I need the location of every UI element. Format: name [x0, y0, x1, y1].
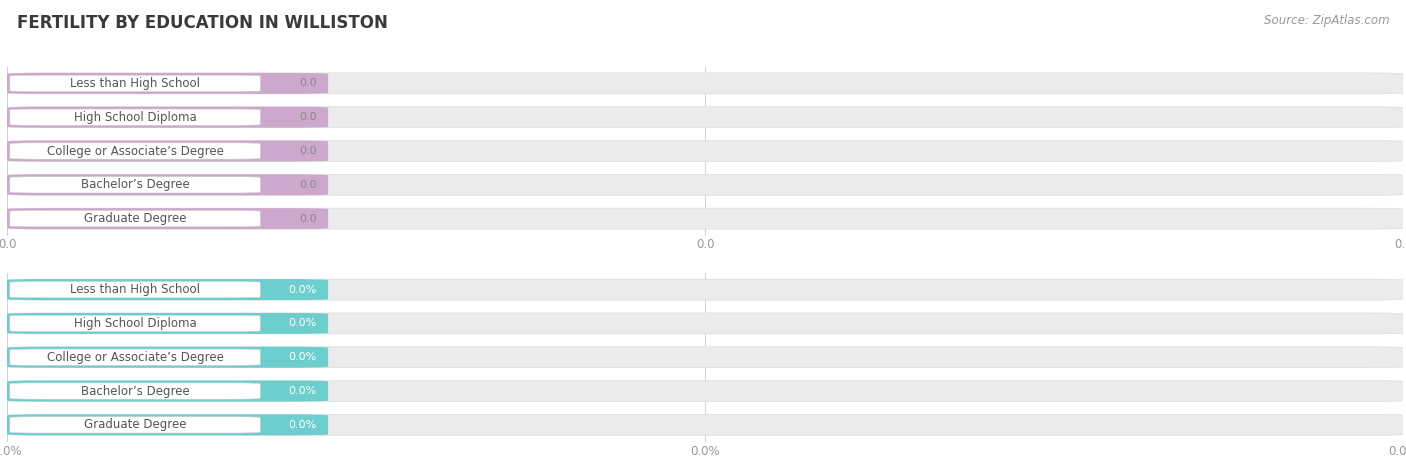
FancyBboxPatch shape	[7, 141, 328, 162]
FancyBboxPatch shape	[10, 417, 260, 433]
Text: Graduate Degree: Graduate Degree	[84, 418, 187, 431]
Text: Less than High School: Less than High School	[70, 77, 200, 90]
FancyBboxPatch shape	[10, 143, 260, 159]
FancyBboxPatch shape	[7, 347, 1403, 368]
Text: High School Diploma: High School Diploma	[73, 317, 197, 330]
Text: Source: ZipAtlas.com: Source: ZipAtlas.com	[1264, 14, 1389, 27]
FancyBboxPatch shape	[7, 107, 1403, 128]
FancyBboxPatch shape	[7, 107, 328, 128]
Text: 0.0: 0.0	[299, 112, 316, 122]
FancyBboxPatch shape	[7, 414, 328, 435]
Text: High School Diploma: High School Diploma	[73, 111, 197, 124]
Text: Less than High School: Less than High School	[70, 283, 200, 296]
Text: 0.0%: 0.0%	[288, 285, 316, 294]
FancyBboxPatch shape	[10, 383, 260, 399]
Text: Bachelor’s Degree: Bachelor’s Degree	[80, 385, 190, 398]
Text: Graduate Degree: Graduate Degree	[84, 212, 187, 225]
Text: College or Associate’s Degree: College or Associate’s Degree	[46, 144, 224, 158]
FancyBboxPatch shape	[10, 349, 260, 365]
Text: FERTILITY BY EDUCATION IN WILLISTON: FERTILITY BY EDUCATION IN WILLISTON	[17, 14, 388, 32]
Text: 0.0%: 0.0%	[288, 386, 316, 396]
Text: 0.0%: 0.0%	[288, 352, 316, 362]
Text: College or Associate’s Degree: College or Associate’s Degree	[46, 351, 224, 364]
FancyBboxPatch shape	[10, 109, 260, 125]
FancyBboxPatch shape	[7, 73, 328, 94]
FancyBboxPatch shape	[7, 279, 328, 300]
Text: 0.0: 0.0	[299, 214, 316, 224]
FancyBboxPatch shape	[7, 208, 328, 229]
FancyBboxPatch shape	[7, 174, 1403, 195]
FancyBboxPatch shape	[7, 414, 1403, 435]
FancyBboxPatch shape	[7, 347, 328, 368]
FancyBboxPatch shape	[10, 177, 260, 193]
FancyBboxPatch shape	[10, 315, 260, 332]
FancyBboxPatch shape	[7, 380, 328, 401]
FancyBboxPatch shape	[7, 313, 1403, 334]
FancyBboxPatch shape	[7, 380, 1403, 401]
FancyBboxPatch shape	[7, 141, 1403, 162]
FancyBboxPatch shape	[10, 75, 260, 92]
FancyBboxPatch shape	[7, 279, 1403, 300]
Text: 0.0: 0.0	[299, 78, 316, 88]
Text: Bachelor’s Degree: Bachelor’s Degree	[80, 178, 190, 191]
Text: 0.0: 0.0	[299, 180, 316, 190]
FancyBboxPatch shape	[10, 282, 260, 298]
FancyBboxPatch shape	[7, 73, 1403, 94]
FancyBboxPatch shape	[7, 208, 1403, 229]
FancyBboxPatch shape	[10, 210, 260, 227]
FancyBboxPatch shape	[7, 313, 328, 334]
FancyBboxPatch shape	[7, 174, 328, 195]
Text: 0.0%: 0.0%	[288, 420, 316, 430]
Text: 0.0%: 0.0%	[288, 318, 316, 328]
Text: 0.0: 0.0	[299, 146, 316, 156]
